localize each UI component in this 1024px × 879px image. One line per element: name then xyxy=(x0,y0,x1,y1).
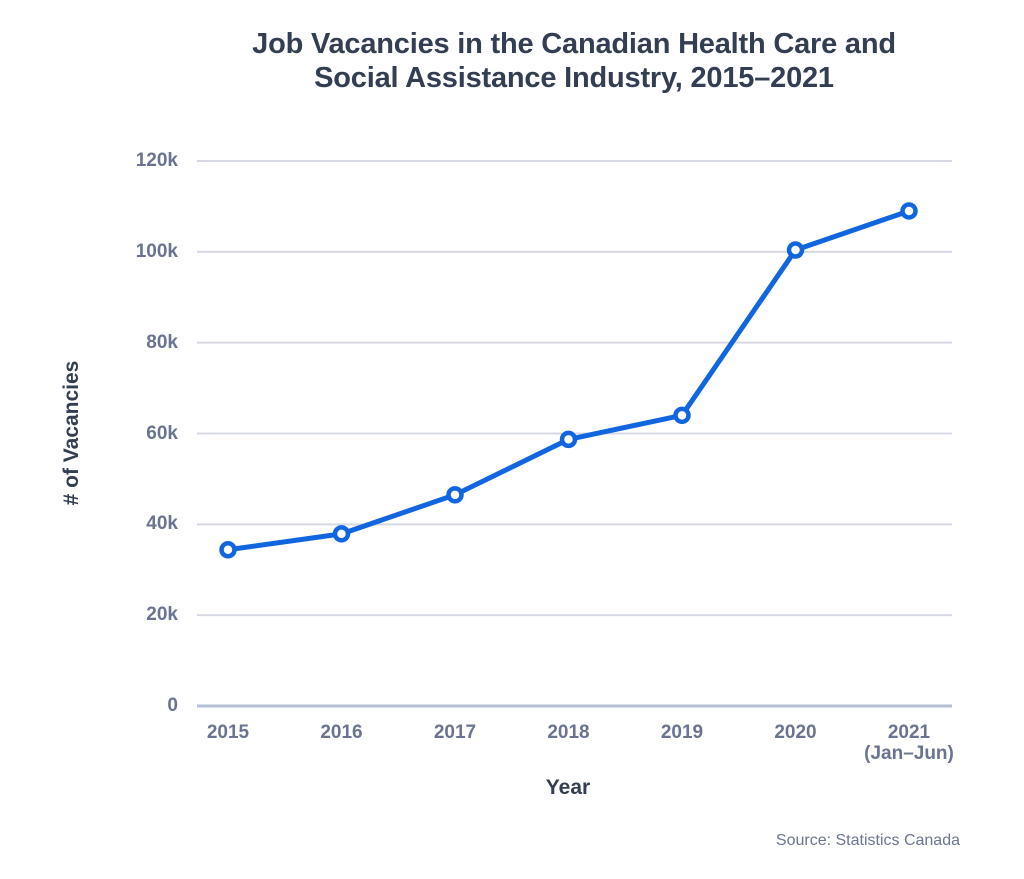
data-point-2021 xyxy=(900,202,918,220)
x-tick-label: 2021 (Jan–Jun) xyxy=(844,722,974,764)
y-axis-title: # of Vacancies xyxy=(60,360,83,506)
x-tick-year: 2018 xyxy=(547,722,590,743)
y-tick-label: 120k xyxy=(135,150,178,171)
x-tick-label: 2019 xyxy=(617,722,747,743)
data-line xyxy=(225,208,912,553)
data-point-2019 xyxy=(673,406,691,425)
source-caption: Source: Statistics Canada xyxy=(775,832,960,849)
data-point-2020 xyxy=(786,241,805,259)
data-point-2015 xyxy=(219,541,237,559)
x-tick-sublabel: (Jan–Jun) xyxy=(864,743,954,764)
x-tick-label: 2017 xyxy=(390,722,520,743)
x-tick-year: 2017 xyxy=(433,722,477,743)
y-tick-label: 80k xyxy=(146,331,178,353)
x-tick-year: 2020 xyxy=(774,722,817,743)
x-tick-year: 2021 xyxy=(887,722,931,743)
x-tick-year: 2016 xyxy=(320,722,363,743)
data-point-2017 xyxy=(446,486,464,504)
data-point-2016 xyxy=(332,525,351,543)
y-tick-label: 60k xyxy=(146,422,178,444)
x-tick-label: 2016 xyxy=(277,722,407,743)
x-tick-label: 2015 xyxy=(163,722,293,743)
x-tick-year: 2019 xyxy=(660,722,704,743)
y-tick-label: 100k xyxy=(135,240,178,262)
y-tick-label: 0 xyxy=(167,695,178,716)
chart-title: Job Vacancies in the Canadian Health Car… xyxy=(252,28,896,94)
x-axis-title: Year xyxy=(545,776,591,799)
data-point-2018 xyxy=(559,430,578,449)
x-tick-label: 2018 xyxy=(504,722,634,743)
y-tick-label: 40k xyxy=(146,513,178,535)
x-tick-year: 2015 xyxy=(206,722,250,743)
x-tick-label: 2020 xyxy=(731,722,861,743)
y-tick-label: 20k xyxy=(146,604,178,626)
